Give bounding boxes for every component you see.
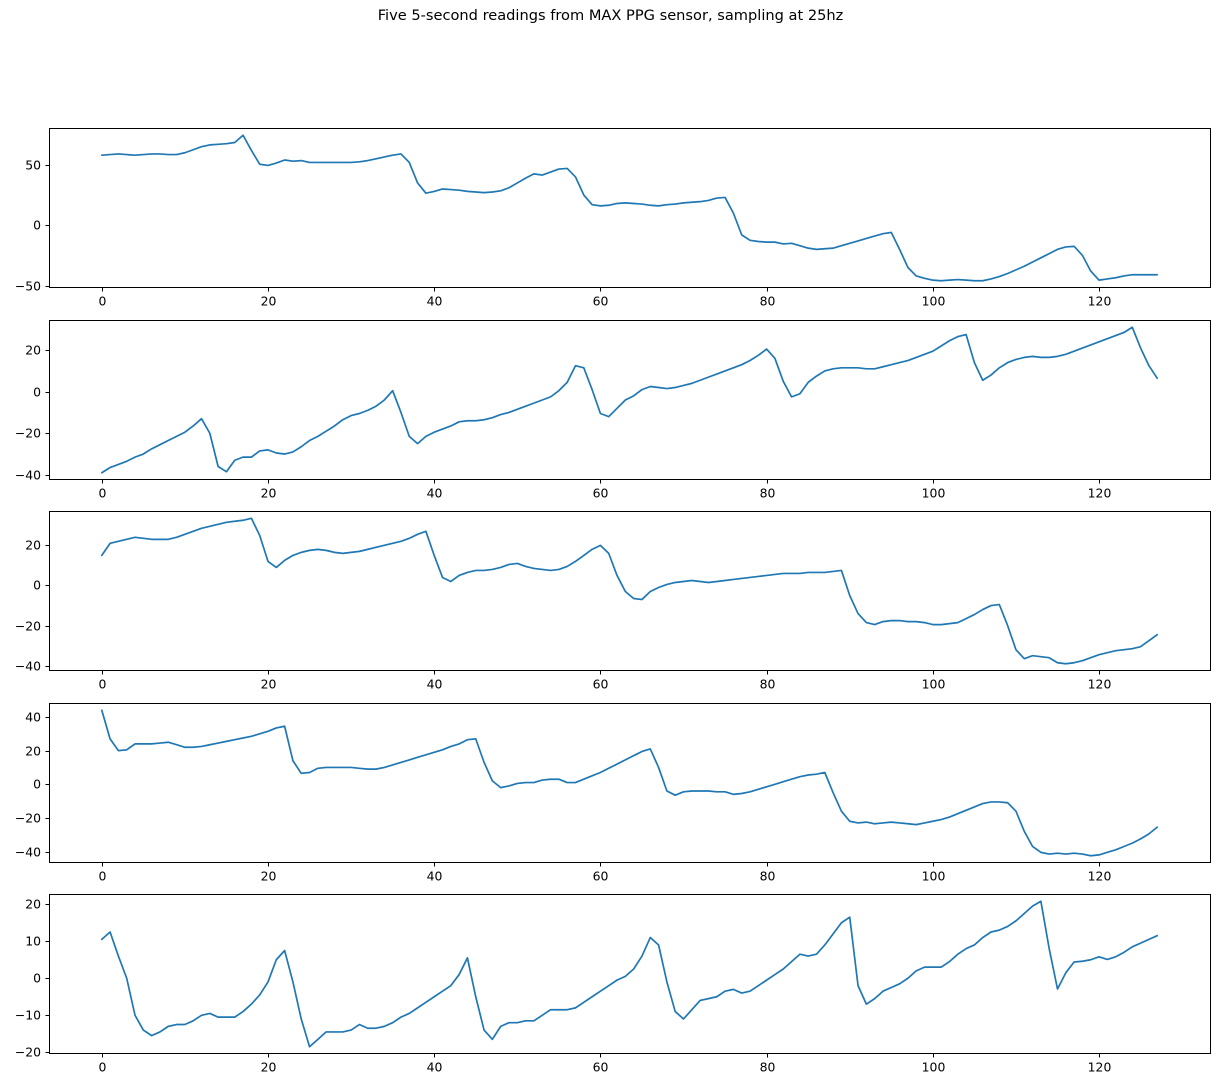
x-tick-label: 20 [261, 485, 277, 500]
x-tick-label: 20 [261, 868, 277, 883]
y-tick-label: 20 [25, 342, 41, 357]
x-tick-label: 20 [261, 677, 277, 692]
x-tick-label: 100 [922, 868, 946, 883]
subplot-2: 20 0 −20 −40 0 20 40 60 80 100 120 [15, 319, 1211, 500]
x-tick-label: 0 [99, 294, 107, 309]
x-tick-label: 40 [427, 677, 443, 692]
axes-frame [49, 702, 1211, 863]
x-tick-label: 40 [427, 485, 443, 500]
x-tick-label: 100 [922, 1060, 946, 1075]
series-line-reading-4 [100, 708, 1159, 857]
y-tick-label: −40 [15, 467, 41, 482]
x-tick-label: 60 [593, 677, 609, 692]
y-tick-label: 20 [25, 743, 41, 758]
y-tick-label: −20 [15, 425, 41, 440]
x-tick-label: 0 [99, 677, 107, 692]
x-tick-label: 60 [593, 485, 609, 500]
y-tick-label: 20 [25, 897, 41, 912]
y-tick-label: −20 [15, 619, 41, 634]
y-tick-label: −10 [15, 1008, 41, 1023]
series-line-reading-1 [100, 134, 1159, 282]
chart-title: Five 5-second readings from MAX PPG sens… [377, 7, 844, 24]
x-tick-label: 80 [760, 868, 776, 883]
x-tick-label: 80 [760, 485, 776, 500]
x-tick-label: 60 [593, 1060, 609, 1075]
series-line-reading-5 [100, 900, 1159, 1048]
y-tick-label: 0 [33, 578, 41, 593]
subplot-3: 20 0 −20 −40 0 20 40 60 80 100 120 [15, 511, 1211, 692]
y-tick-label: 50 [25, 158, 41, 173]
x-tick-label: 120 [1088, 868, 1112, 883]
y-tick-label: −20 [15, 810, 41, 825]
x-tick-label: 0 [99, 868, 107, 883]
series-line-reading-3 [100, 517, 1159, 665]
x-tick-label: 40 [427, 294, 443, 309]
y-tick-label: −40 [15, 659, 41, 674]
y-tick-label: 0 [33, 384, 41, 399]
axes-frame [49, 319, 1211, 480]
subplot-4: 40 20 0 −20 −40 0 20 40 60 80 100 120 [15, 702, 1211, 883]
y-tick-label: 20 [25, 538, 41, 553]
x-tick-label: 100 [922, 677, 946, 692]
y-tick-label: 0 [33, 971, 41, 986]
subplot-1: 50 0 −50 0 20 40 60 80 100 120 [15, 128, 1211, 309]
y-tick-label: 0 [33, 218, 41, 233]
axes-frame [49, 128, 1211, 288]
x-tick-label: 0 [99, 1060, 107, 1075]
x-tick-label: 80 [760, 1060, 776, 1075]
x-tick-label: 120 [1088, 1060, 1112, 1075]
x-tick-label: 120 [1088, 485, 1112, 500]
x-tick-label: 20 [261, 1060, 277, 1075]
y-tick-label: 10 [25, 934, 41, 949]
y-tick-label: 0 [33, 776, 41, 791]
x-tick-label: 80 [760, 294, 776, 309]
x-tick-label: 20 [261, 294, 277, 309]
y-tick-label: −40 [15, 844, 41, 859]
x-tick-label: 100 [922, 294, 946, 309]
x-tick-label: 60 [593, 294, 609, 309]
x-tick-label: 80 [760, 677, 776, 692]
y-tick-label: −50 [15, 279, 41, 294]
x-tick-label: 40 [427, 1060, 443, 1075]
axes-frame [49, 894, 1211, 1054]
x-tick-label: 60 [593, 868, 609, 883]
axes-frame [49, 511, 1211, 671]
x-tick-label: 120 [1088, 677, 1112, 692]
x-tick-label: 0 [99, 485, 107, 500]
x-tick-label: 40 [427, 868, 443, 883]
x-tick-label: 120 [1088, 294, 1112, 309]
y-tick-label: 40 [25, 709, 41, 724]
y-tick-label: −20 [15, 1045, 41, 1060]
x-tick-label: 100 [922, 485, 946, 500]
series-line-reading-2 [100, 325, 1159, 474]
